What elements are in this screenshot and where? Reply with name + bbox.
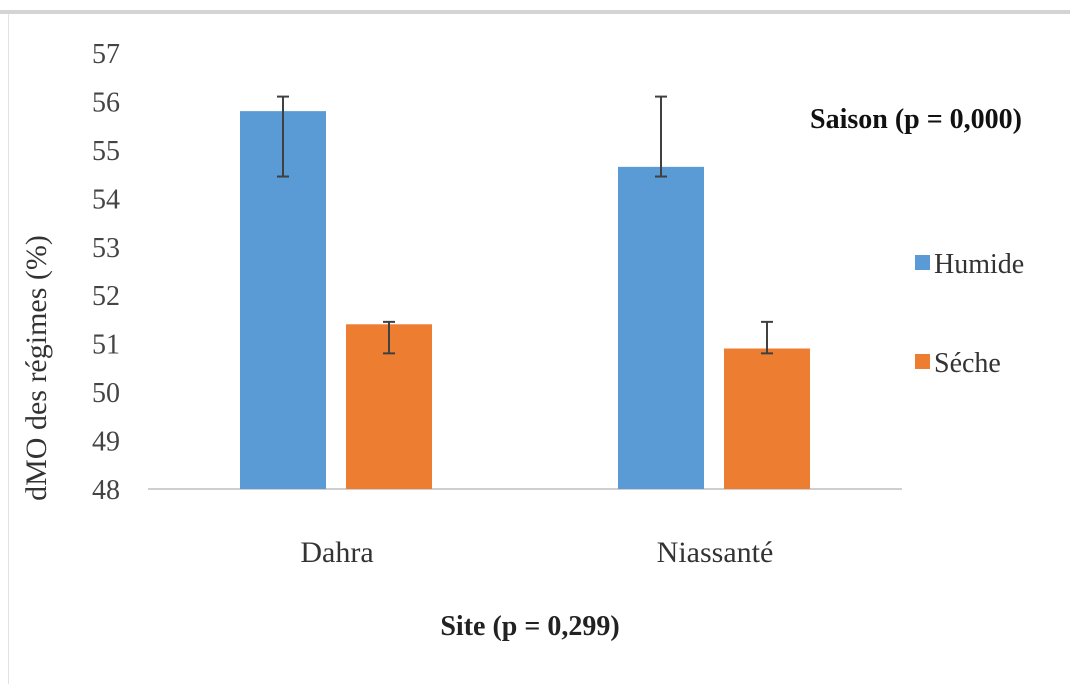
legend-label: Humide (934, 249, 1024, 280)
y-axis-title: dMO des régimes (%) (20, 235, 53, 501)
legend-item: Séche (915, 348, 1001, 379)
y-tick-label: 52 (92, 281, 120, 312)
y-tick-label: 51 (92, 330, 120, 361)
x-category-label: Dahra (300, 536, 373, 569)
x-axis-ticks: Dahra Niassanté (300, 536, 773, 569)
y-tick-label: 53 (92, 233, 120, 264)
legend-label: Séche (934, 348, 1001, 379)
bars (240, 111, 810, 489)
legend-swatch (915, 255, 930, 270)
y-tick-label: 57 (92, 39, 120, 70)
y-tick-label: 49 (92, 427, 120, 458)
y-tick-label: 55 (92, 136, 120, 167)
y-tick-label: 56 (92, 87, 120, 118)
legend: Humide Séche (915, 249, 1024, 379)
error-bar (761, 320, 773, 355)
top-border (0, 10, 1070, 14)
season-annotation: Saison (p = 0,000) (810, 104, 1022, 135)
legend-swatch (915, 354, 930, 369)
x-axis-title: Site (p = 0,299) (440, 611, 619, 642)
bar-sche-1 (724, 348, 810, 489)
error-bar (277, 95, 289, 178)
y-tick-label: 50 (92, 378, 120, 409)
error-bar (383, 320, 395, 355)
bar-humide-1 (618, 166, 704, 489)
error-bars (277, 95, 773, 355)
left-border (8, 14, 9, 684)
y-tick-label: 54 (92, 184, 120, 215)
legend-item: Humide (915, 249, 1024, 280)
error-bar (655, 95, 667, 178)
y-tick-label: 48 (92, 475, 120, 506)
x-category-label: Niassanté (657, 536, 774, 569)
y-axis-ticks: 57 56 55 54 53 52 51 50 49 48 (92, 39, 120, 506)
